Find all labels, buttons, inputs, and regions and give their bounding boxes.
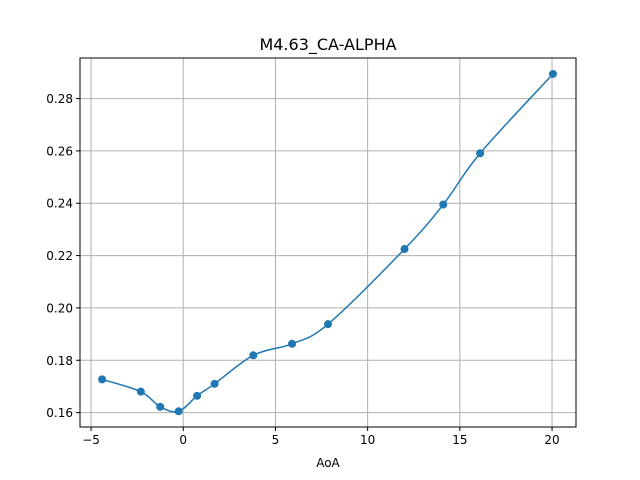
- y-tick-label: 0.24: [46, 197, 73, 211]
- y-tick-label: 0.28: [46, 92, 73, 106]
- data-point: [136, 387, 145, 396]
- y-tick-label: 0.22: [46, 249, 73, 263]
- y-tick-label: 0.20: [46, 301, 73, 315]
- x-tick-label: 20: [544, 433, 559, 447]
- data-point: [249, 351, 258, 360]
- y-tick-label: 0.16: [46, 406, 73, 420]
- x-axis-label: AoA: [316, 456, 340, 470]
- data-point: [324, 320, 332, 329]
- chart-title: M4.63_CA-ALPHA: [259, 35, 396, 55]
- y-tick-label: 0.26: [46, 144, 73, 158]
- x-tick-label: 0: [179, 433, 187, 447]
- data-point: [288, 339, 297, 348]
- data-point: [98, 375, 107, 384]
- data-point: [548, 69, 557, 78]
- data-point: [439, 200, 448, 209]
- series-markers: [98, 69, 557, 416]
- data-point: [476, 149, 485, 158]
- data-point: [193, 391, 202, 400]
- data-point: [210, 379, 219, 388]
- y-tick-label: 0.18: [46, 354, 73, 368]
- x-tick-label: 15: [452, 433, 467, 447]
- x-tick-label: 5: [272, 433, 280, 447]
- plot-frame: [79, 57, 577, 428]
- data-point: [400, 245, 409, 254]
- x-tick-label: −5: [82, 433, 100, 447]
- data-point: [174, 407, 183, 416]
- grid: [80, 58, 576, 427]
- x-tick-label: 10: [360, 433, 375, 447]
- data-point: [156, 402, 165, 411]
- axes: −5 0 5 10 15 20 0.16 0.18 0.20 0.22 0.24 0.26 0.28: [46, 57, 577, 447]
